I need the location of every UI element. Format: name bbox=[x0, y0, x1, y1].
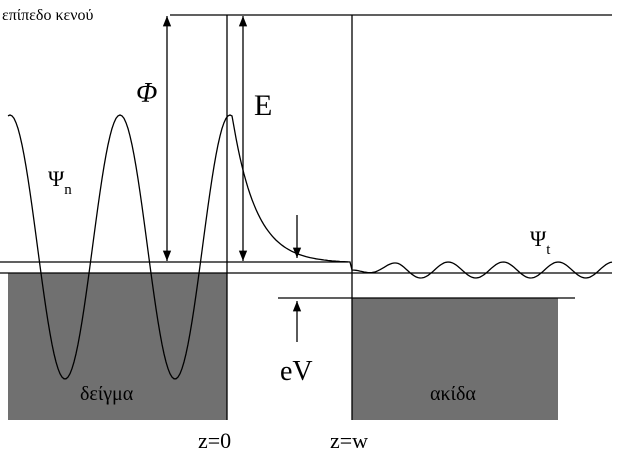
subscript: t bbox=[546, 242, 551, 258]
psi: Ψ bbox=[48, 166, 65, 191]
zw-label: z=w bbox=[330, 428, 368, 453]
vacuum-label: επίπεδο κενού bbox=[2, 7, 93, 24]
tip-block bbox=[352, 298, 558, 420]
tip-label: ακίδα bbox=[430, 383, 476, 405]
psi: Ψ bbox=[530, 226, 547, 251]
bias-label: eV bbox=[280, 356, 313, 387]
energy-label: E bbox=[254, 89, 272, 122]
sample-label: δείγμα bbox=[80, 383, 134, 405]
tip-wave-label: Ψt bbox=[530, 226, 551, 258]
phi-label: Φ bbox=[136, 78, 157, 109]
z0-label: z=0 bbox=[198, 428, 231, 453]
sample-wave-label: Ψn bbox=[48, 166, 72, 198]
wavefunction bbox=[7, 114, 613, 380]
subscript: n bbox=[64, 182, 72, 198]
